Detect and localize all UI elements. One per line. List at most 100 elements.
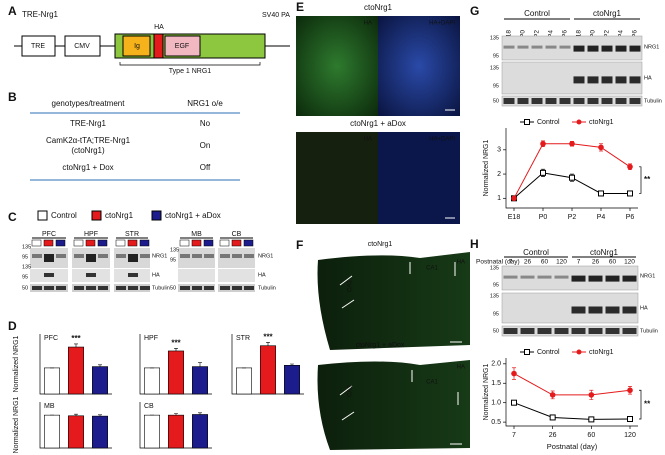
- bar: [68, 346, 84, 395]
- band: [116, 254, 126, 258]
- axis: [505, 128, 638, 209]
- lane-swatch: [115, 239, 126, 247]
- legend-label: Control: [537, 349, 560, 356]
- band: [615, 76, 627, 84]
- band: [531, 98, 543, 104]
- channel-label: HA: [364, 21, 372, 27]
- label: SV40 PA: [262, 12, 290, 19]
- band-label: NRG1: [644, 44, 659, 50]
- bar: [192, 414, 208, 449]
- band: [605, 275, 620, 282]
- band: [573, 45, 585, 52]
- marker: [598, 190, 604, 197]
- legend-marker: [524, 119, 530, 125]
- band: [605, 306, 620, 314]
- bar: [144, 414, 160, 449]
- lane-label: 26: [592, 259, 600, 266]
- construct-element: Ig: [134, 43, 140, 50]
- lane-swatch: [43, 239, 54, 247]
- lane-label: 120: [624, 259, 635, 266]
- lane-label: E18: [576, 30, 583, 42]
- micrographs-f: [317, 252, 470, 450]
- lane-swatch: [31, 239, 42, 247]
- band: [588, 275, 603, 282]
- legend-label: ctoNrg1 + aDox: [165, 211, 221, 220]
- lane-label: P4: [618, 30, 625, 38]
- table-cell: ctoNrg1 + Dox: [62, 163, 113, 172]
- band: [605, 328, 620, 334]
- lane-swatch: [97, 239, 108, 247]
- construct-element: HA: [154, 24, 164, 31]
- mw-marker: 95: [22, 254, 28, 260]
- y-tick-label: 2: [497, 171, 501, 178]
- panel-label: D: [8, 319, 17, 333]
- band: [559, 98, 571, 104]
- bar: [44, 367, 60, 395]
- chart-title: PFC: [44, 335, 58, 342]
- band: [622, 275, 637, 282]
- band-label: HA: [258, 272, 266, 278]
- label: NRG1 o/e: [187, 99, 223, 108]
- region-label: CA3: [348, 280, 354, 292]
- band-label: NRG1: [152, 253, 167, 259]
- mw-marker: 135: [490, 265, 499, 271]
- band: [74, 286, 84, 290]
- band: [587, 45, 599, 52]
- band: [44, 286, 54, 290]
- y-axis-label: Normalized NRG1: [13, 335, 20, 392]
- band-label: HA: [640, 305, 648, 311]
- legend-swatch: [37, 210, 48, 221]
- band: [629, 45, 641, 52]
- band: [128, 286, 138, 290]
- marker: [569, 140, 575, 147]
- band: [503, 98, 515, 104]
- mw-marker: 135: [490, 35, 499, 41]
- label: Type 1 NRG1: [169, 68, 212, 75]
- band-label: Tubulin: [152, 285, 170, 291]
- legend-label: ctoNrg1: [589, 119, 614, 126]
- band: [74, 254, 84, 258]
- band: [517, 45, 529, 49]
- label: TRE-Nrg1: [22, 10, 59, 19]
- band: [244, 254, 254, 258]
- legend-label: ctoNrg1: [105, 211, 134, 220]
- mw-marker: 50: [170, 285, 176, 291]
- band: [128, 273, 138, 277]
- region-label: CA1: [426, 266, 438, 272]
- lane-swatch: [219, 239, 230, 247]
- legend-marker: [576, 349, 582, 355]
- band-label: HA: [152, 272, 160, 278]
- marker: [549, 414, 556, 421]
- band: [554, 328, 569, 334]
- mw-marker: 50: [493, 98, 499, 104]
- bar: [168, 414, 184, 449]
- axis: [39, 402, 112, 449]
- region-label: HPF: [84, 231, 98, 238]
- chart-title: STR: [236, 335, 250, 342]
- bar: [284, 365, 300, 395]
- marker: [598, 144, 604, 151]
- band: [545, 98, 557, 104]
- band: [116, 286, 126, 290]
- band: [56, 254, 66, 258]
- x-tick-label: P4: [597, 214, 606, 221]
- bar: [260, 345, 276, 395]
- band: [559, 45, 571, 49]
- mw-marker: 50: [22, 285, 28, 291]
- channel-label: HA: [457, 365, 465, 371]
- band: [537, 275, 552, 279]
- band: [629, 76, 641, 84]
- panel-label: A: [8, 4, 17, 18]
- panel-label: B: [8, 90, 17, 104]
- significance: ***: [263, 332, 273, 341]
- error-bar: [198, 412, 202, 415]
- lane-swatch: [55, 239, 66, 247]
- lane-label: 7: [577, 259, 581, 266]
- mw-marker: 95: [170, 257, 176, 263]
- series-line: [513, 402, 631, 420]
- bar: [92, 415, 108, 449]
- significance-bracket: [639, 166, 642, 194]
- legend-swatch: [91, 210, 102, 221]
- band: [554, 275, 569, 279]
- mw-marker: 135: [22, 244, 31, 250]
